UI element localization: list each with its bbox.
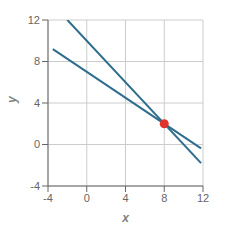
svg-text:-4: -4 bbox=[30, 180, 40, 192]
svg-text:4: 4 bbox=[34, 97, 40, 109]
svg-text:4: 4 bbox=[122, 192, 128, 204]
svg-text:12: 12 bbox=[28, 14, 40, 26]
svg-text:x: x bbox=[121, 211, 130, 225]
svg-text:8: 8 bbox=[161, 192, 167, 204]
svg-text:8: 8 bbox=[34, 55, 40, 67]
svg-text:12: 12 bbox=[197, 192, 209, 204]
svg-text:-4: -4 bbox=[43, 192, 53, 204]
svg-text:0: 0 bbox=[34, 138, 40, 150]
svg-text:y: y bbox=[8, 95, 19, 104]
svg-text:0: 0 bbox=[84, 192, 90, 204]
